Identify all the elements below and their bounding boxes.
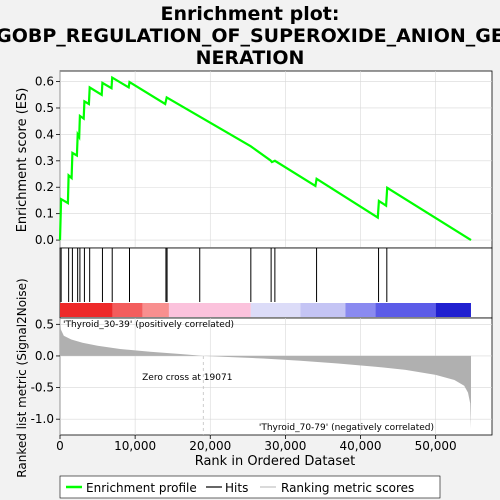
title-line-1: Enrichment plot: [161,3,340,25]
metric-x-tick-label: 50,000 [415,439,457,453]
metric-plot-area [59,317,493,436]
metric-panel: Zero cross at 19071 'Thyroid_30-39' (pos… [15,278,493,478]
metric-y-label: Ranked list metric (Signal2Noise) [15,278,29,477]
metric-y-tick-label: -0.5 [31,381,54,395]
legend-box [59,475,441,499]
legend-label-enrichment-profile: Enrichment profile [86,481,197,495]
metric-x-ticks: 0 10,000 20,000 30,000 40,000 50,000 [56,435,457,453]
metric-x-tick-label: 0 [56,439,64,453]
legend: Enrichment profile Hits Ranking metric s… [59,475,441,499]
rank-color-segment [142,303,169,317]
es-y-tick-label: 0.4 [35,127,54,141]
rank-color-segment [435,303,471,317]
es-line [58,75,472,242]
metric-x-tick-label: 20,000 [189,439,231,453]
es-y-tick-label: 0.1 [35,207,54,221]
metric-y-tick-label: 0.5 [35,317,54,331]
title-line-3: NERATION [196,47,305,69]
hits-panel [59,247,493,319]
legend-label-hits: Hits [225,481,248,495]
es-y-tick-label: 0.2 [35,180,54,194]
metric-y-tick-label: -1.0 [31,412,54,426]
rank-color-segment [60,303,113,317]
metric-x-tick-label: 30,000 [264,439,306,453]
rank-color-segment [345,303,376,317]
rank-color-bar [60,303,471,317]
positive-correlation-label: 'Thyroid_30-39' (positively correlated) [63,320,234,330]
es-y-tick-label: 0.5 [35,101,54,115]
es-y-tick-label: 0.0 [35,233,54,247]
legend-label-ranking-metric: Ranking metric scores [281,481,414,495]
es-panel: 0.0 0.1 0.2 0.3 0.4 0.5 0.6 Enrichment score (… [15,70,493,249]
metric-y-ticks: -1.0 -0.5 0.0 0.5 [31,317,60,426]
es-y-tick-label: 0.6 [35,75,54,89]
metric-y-tick-label: 0.0 [35,349,54,363]
rank-color-segment [168,303,251,317]
hit-marks [60,248,388,302]
rank-color-segment [375,303,436,317]
title-line-2: GOBP_REGULATION_OF_SUPEROXIDE_ANION_GE [0,25,500,47]
es-y-label: Enrichment score (ES) [15,88,30,233]
rank-color-segment [300,303,346,317]
es-y-tick-label: 0.3 [35,154,54,168]
es-y-ticks: 0.0 0.1 0.2 0.3 0.4 0.5 0.6 [35,75,60,247]
negative-correlation-label: 'Thyroid_70-79' (negatively correlated) [259,423,434,433]
metric-x-label: Rank in Ordered Dataset [195,454,356,469]
es-plot-area [59,70,493,249]
metric-x-tick-label: 10,000 [114,439,156,453]
rank-color-segment [250,303,301,317]
zero-cross-label: Zero cross at 19071 [142,373,232,383]
rank-color-segment [112,303,143,317]
metric-x-tick-label: 40,000 [340,439,382,453]
